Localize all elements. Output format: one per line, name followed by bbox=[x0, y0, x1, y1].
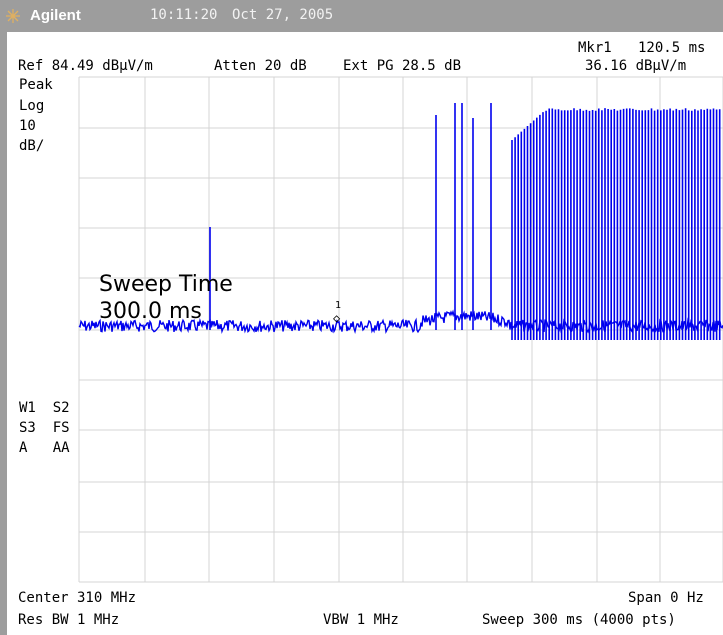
trace-state-1: W1 S2 bbox=[19, 400, 70, 416]
marker-label: Mkr1 bbox=[578, 40, 612, 56]
brand-name: Agilent bbox=[30, 7, 81, 24]
span: Span 0 Hz bbox=[628, 590, 704, 606]
sweep-time-value: 300.0 ms bbox=[99, 299, 202, 324]
agilent-spark-logo bbox=[6, 9, 20, 23]
resolution-bandwidth: Res BW 1 MHz bbox=[18, 612, 120, 628]
clock-date: Oct 27, 2005 bbox=[232, 7, 334, 23]
detector-mode: Peak bbox=[19, 77, 53, 93]
scale-type: Log bbox=[19, 98, 45, 114]
sweep-setting: Sweep 300 ms (4000 pts) bbox=[482, 612, 676, 628]
title-bar: Agilent 10:11:20 Oct 27, 2005 bbox=[0, 0, 723, 32]
video-bandwidth: VBW 1 MHz bbox=[323, 612, 399, 628]
measurement-trace bbox=[78, 103, 723, 340]
trace-state-2: S3 FS bbox=[19, 420, 70, 436]
trace-state-3: A AA bbox=[19, 440, 70, 456]
ext-preamp-gain: Ext PG 28.5 dB bbox=[343, 58, 462, 74]
marker-number: 1 bbox=[335, 300, 342, 311]
marker-level: 36.16 dBµV/m bbox=[585, 58, 687, 74]
ref-level: Ref 84.49 dBµV/m bbox=[18, 58, 153, 74]
scale-unit: dB/ bbox=[19, 138, 45, 154]
sweep-time-label: Sweep Time bbox=[99, 272, 233, 297]
analyzer-screen bbox=[7, 32, 723, 635]
attenuation: Atten 20 dB bbox=[214, 58, 307, 74]
clock-time: 10:11:20 bbox=[150, 7, 218, 23]
center-frequency: Center 310 MHz bbox=[18, 590, 137, 606]
noise-floor-trace bbox=[78, 309, 723, 335]
left-frame bbox=[0, 32, 7, 635]
marker-diamond-icon: ◇ bbox=[333, 311, 341, 325]
marker-time: 120.5 ms bbox=[638, 40, 706, 56]
scale-value: 10 bbox=[19, 118, 36, 134]
